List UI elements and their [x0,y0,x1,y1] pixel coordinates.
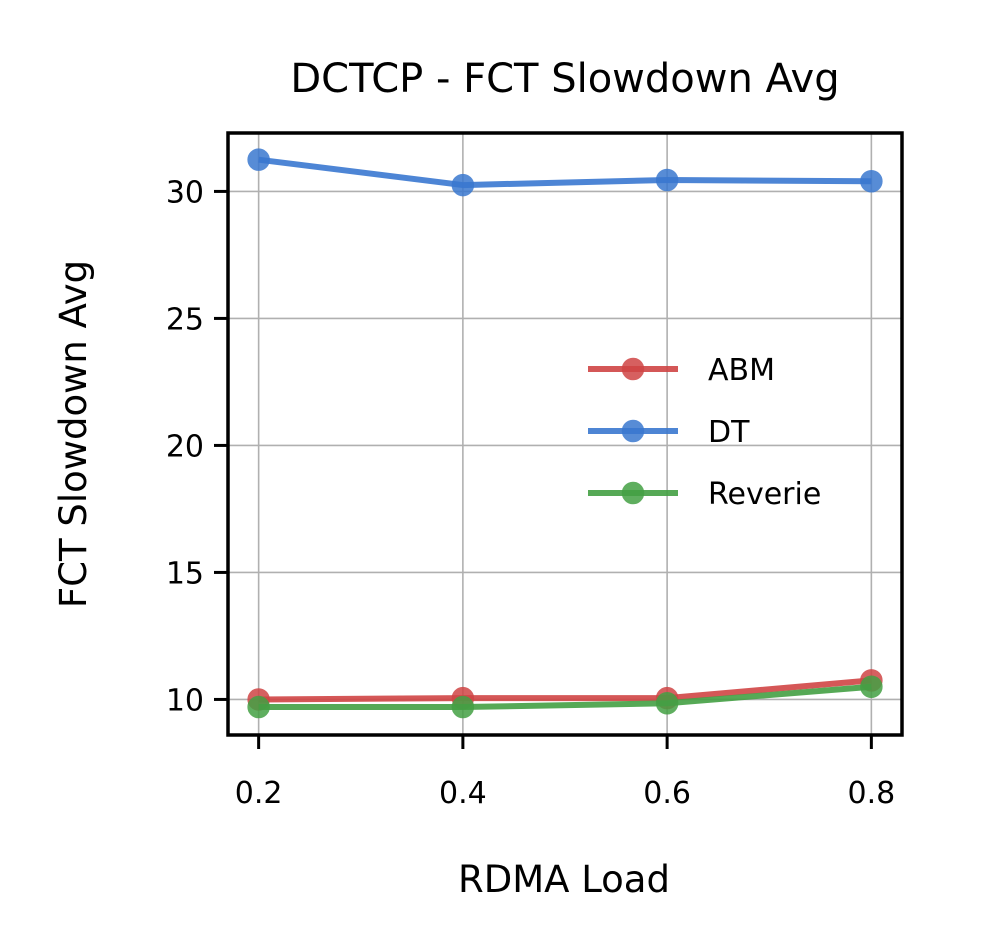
legend-entry-reverie: Reverie [588,477,821,512]
y-axis-label: FCT Slowdown Avg [52,260,95,608]
x-axis-ticks: 0.2 0.4 0.6 0.8 [235,735,895,811]
series-layer [247,148,883,719]
data-point-reverie [860,675,883,698]
legend-label-dt: DT [708,415,750,450]
x-tick-label: 0.2 [235,776,283,811]
legend-marker-reverie [621,481,645,505]
y-tick-label: 10 [166,683,204,718]
x-axis-label: RDMA Load [458,858,670,901]
x-tick-label: 0.4 [439,776,487,811]
legend-entry-abm: ABM [588,353,775,388]
y-tick-label: 30 [166,175,204,210]
x-tick-label: 0.8 [848,776,896,811]
legend-label-abm: ABM [708,353,775,388]
y-tick-label: 15 [166,556,204,591]
data-point-dt [451,173,475,197]
data-point-dt [655,168,679,192]
data-point-reverie [655,691,679,715]
legend-entry-dt: DT [588,415,750,450]
y-tick-label: 25 [166,302,204,337]
legend-label-reverie: Reverie [708,477,821,512]
series-line-abm [258,677,872,703]
series-dt [247,148,883,197]
data-point-reverie [451,695,475,719]
data-point-dt [247,148,270,171]
series-line-dt [258,156,872,189]
legend-marker-dt [621,419,645,443]
data-point-reverie [247,695,270,719]
y-axis-ticks: 10 15 20 25 30 [166,175,228,718]
series-line-reverie [258,683,872,711]
grid [228,133,902,735]
legend-marker-abm [621,357,645,381]
legend: ABM DT Reverie [588,353,821,512]
y-tick-label: 20 [166,429,204,464]
data-point-dt [860,170,883,193]
series-reverie [247,675,883,719]
plot-frame [226,131,904,737]
x-tick-label: 0.6 [643,776,691,811]
chart-title: DCTCP - FCT Slowdown Avg [290,56,839,102]
